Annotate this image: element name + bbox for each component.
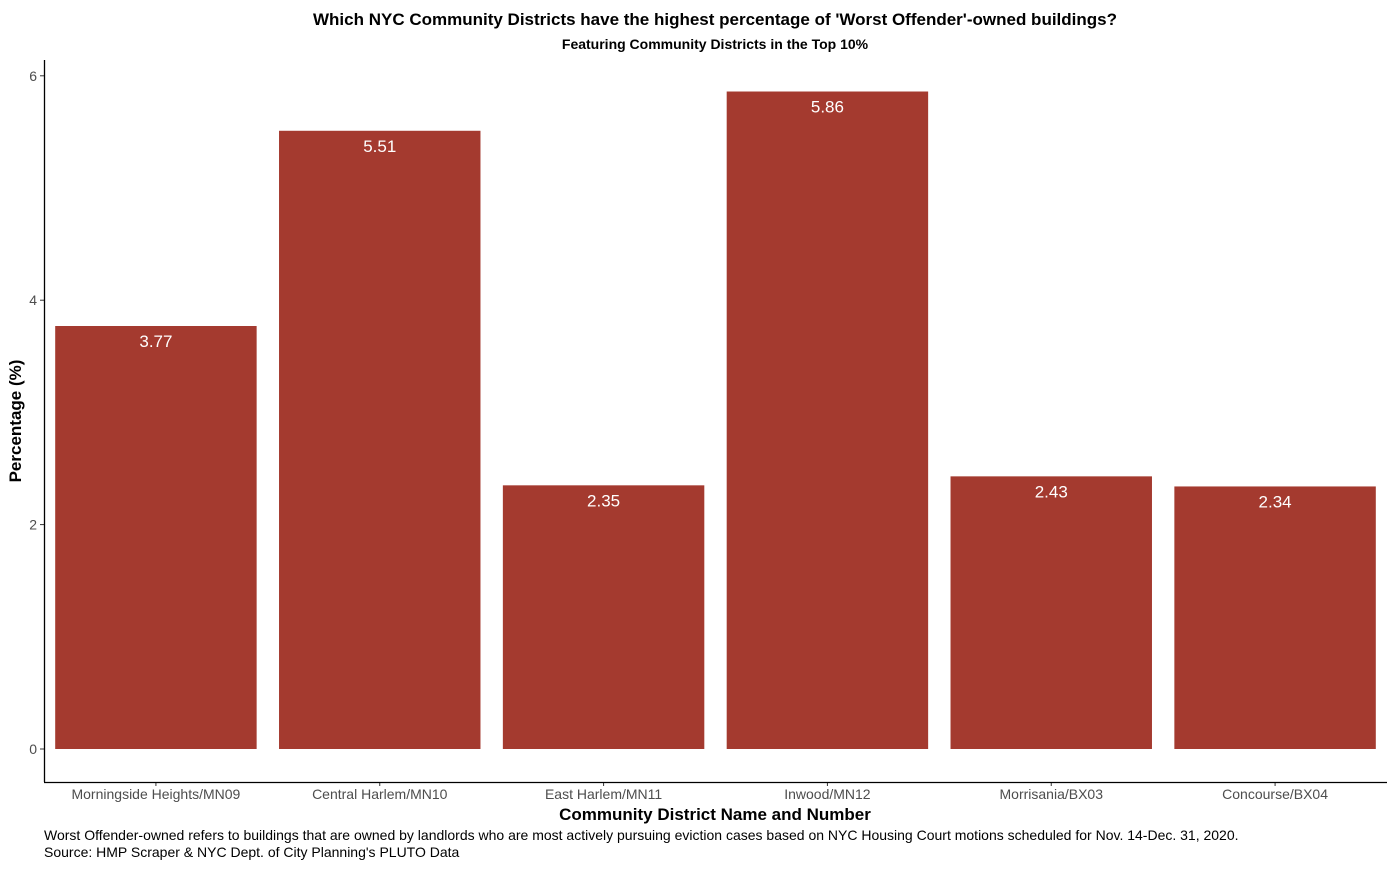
chart-title: Which NYC Community Districts have the h…	[312, 10, 1117, 29]
x-axis-title: Community District Name and Number	[559, 805, 871, 824]
bar	[950, 476, 1152, 749]
bar	[502, 485, 705, 749]
x-tick-label: Morningside Heights/MN09	[71, 786, 240, 802]
y-axis-title: Percentage (%)	[6, 360, 25, 483]
caption-source: Source: HMP Scraper & NYC Dept. of City …	[44, 844, 460, 860]
y-tick-label: 2	[29, 517, 37, 533]
x-tick-label: East Harlem/MN11	[545, 786, 662, 802]
caption-definition: Worst Offender-owned refers to buildings…	[44, 827, 1239, 843]
bar	[279, 130, 481, 749]
chart-caption: Worst Offender-owned refers to buildings…	[44, 827, 1239, 861]
bar	[726, 91, 929, 750]
x-tick-label: Morrisania/BX03	[1000, 786, 1104, 802]
bars-group: 3.77 5.51 2.35 5.86 2.43 2.34	[55, 91, 1376, 750]
y-tick-label: 0	[29, 741, 37, 757]
bar-value-label: 2.43	[1035, 482, 1068, 501]
bar-value-label: 2.34	[1259, 492, 1292, 511]
bar-value-label: 2.35	[587, 491, 620, 510]
y-tick-label: 6	[29, 68, 37, 84]
y-axis-ticks: 0 2 4 6	[29, 68, 44, 757]
x-axis-ticks: Morningside Heights/MN09 Central Harlem/M…	[71, 782, 1328, 802]
bar-value-label: 5.51	[363, 137, 396, 156]
y-tick-label: 4	[29, 292, 37, 308]
bar-value-label: 5.86	[811, 98, 844, 117]
bar	[1174, 486, 1376, 749]
bar-value-label: 3.77	[139, 332, 172, 351]
x-tick-label: Central Harlem/MN10	[312, 786, 448, 802]
x-tick-label: Inwood/MN12	[784, 786, 871, 802]
chart-subtitle: Featuring Community Districts in the Top…	[561, 36, 869, 52]
x-tick-label: Concourse/BX04	[1222, 786, 1328, 802]
bar	[55, 326, 257, 749]
